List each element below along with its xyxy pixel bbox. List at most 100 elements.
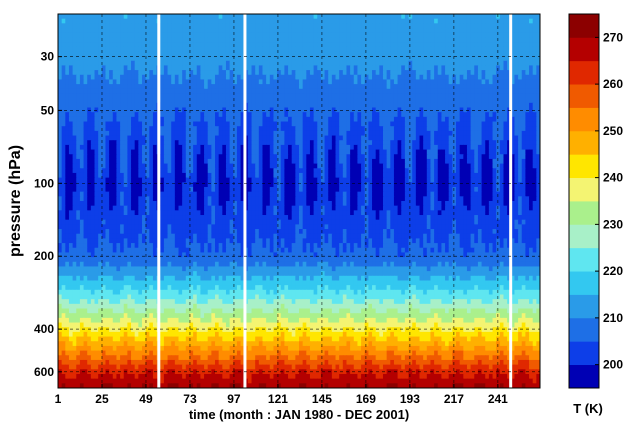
temperature-cell [408,149,413,155]
temperature-cell [328,28,333,34]
temperature-cell [331,60,337,67]
temperature-cell [225,140,231,146]
temperature-cell [251,51,256,57]
temperature-cell [284,32,289,38]
temperature-cell [262,121,267,127]
temperature-cell [273,65,278,71]
temperature-cell [477,182,483,188]
temperature-cell [233,102,238,109]
temperature-cell [90,154,96,160]
temperature-cell [441,121,446,127]
temperature-cell [521,112,526,118]
temperature-cell [101,140,107,146]
temperature-cell [251,42,256,48]
temperature-cell [255,70,260,76]
temperature-cell [141,163,147,169]
temperature-cell [211,112,216,118]
temperature-cell [463,177,468,183]
temperature-cell [521,135,526,141]
temperature-cell [309,112,315,118]
temperature-cell [280,112,285,118]
temperature-cell [372,60,377,67]
temperature-cell [222,51,227,57]
temperature-cell [72,140,77,146]
temperature-cell [65,112,70,118]
temperature-cell [72,177,77,183]
temperature-cell [193,37,198,43]
temperature-cell [193,93,198,99]
temperature-cell [441,14,446,20]
temperature-cell [233,158,238,165]
temperature-cell [123,70,128,76]
temperature-cell [127,158,132,165]
temperature-cell [331,182,337,188]
temperature-cell [386,74,391,81]
temperature-cell [247,158,253,165]
temperature-cell [503,74,508,81]
temperature-cell [503,140,508,146]
temperature-cell [496,46,501,52]
temperature-cell [112,32,118,38]
temperature-cell [492,46,497,52]
temperature-cell [350,126,355,132]
temperature-cell [273,116,278,123]
temperature-cell [477,158,483,165]
temperature-cell [240,144,245,151]
temperature-cell [393,135,399,141]
temperature-cell [412,158,417,165]
temperature-cell [466,42,472,48]
temperature-cell [79,84,85,90]
temperature-cell [134,163,139,169]
temperature-cell [123,18,128,24]
temperature-cell [207,112,212,118]
temperature-cell [65,172,70,179]
temperature-cell [361,28,366,34]
temperature-cell [218,172,223,179]
temperature-cell [397,126,402,132]
temperature-cell [58,154,63,160]
temperature-cell [229,28,234,34]
temperature-cell [521,182,526,188]
temperature-cell [375,60,380,67]
temperature-cell [393,84,399,90]
temperature-cell [313,46,318,52]
temperature-cell [342,149,348,155]
temperature-cell [200,46,205,52]
temperature-cell [514,116,519,123]
temperature-cell [163,42,169,48]
temperature-cell [499,14,505,20]
temperature-cell [404,56,410,62]
temperature-cell [233,79,238,85]
temperature-cell [83,46,88,52]
temperature-cell [335,23,340,29]
temperature-cell [255,51,260,57]
temperature-cell [229,149,234,155]
temperature-cell [445,182,450,188]
temperature-cell [225,93,231,99]
temperature-cell [456,121,461,127]
temperature-cell [123,135,128,141]
temperature-cell [101,182,107,188]
temperature-cell [273,154,278,160]
temperature-cell [178,14,183,20]
temperature-cell [401,168,406,174]
temperature-cell [324,116,329,123]
temperature-cell [357,149,362,155]
temperature-cell [382,88,388,95]
temperature-cell [401,177,406,183]
temperature-cell [342,37,348,43]
temperature-cell [532,116,537,123]
temperature-cell [492,107,497,113]
temperature-cell [430,70,435,76]
temperature-cell [331,140,337,146]
temperature-cell [236,130,242,137]
temperature-cell [236,14,242,20]
temperature-cell [94,42,99,48]
temperature-cell [386,172,391,179]
temperature-cell [529,116,534,123]
temperature-cell [280,182,285,188]
temperature-cell [182,130,187,137]
temperature-cell [525,121,530,127]
temperature-cell [116,51,121,57]
temperature-cell [496,65,501,71]
